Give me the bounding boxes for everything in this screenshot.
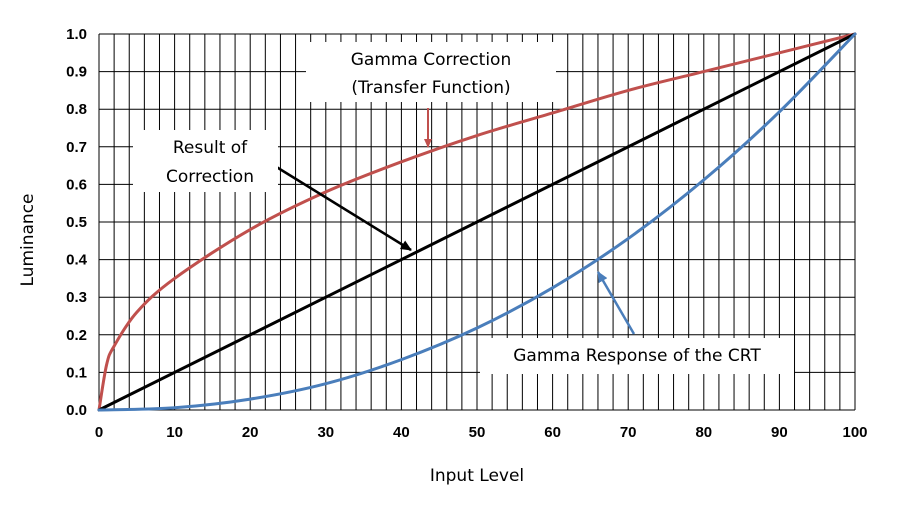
annotation-label: Result of: [173, 138, 248, 158]
annotation-label: Gamma Response of the CRT: [513, 346, 761, 366]
x-tick-label: 70: [620, 424, 637, 441]
annotations: Gamma Correction (Transfer Function) Resul…: [133, 42, 794, 374]
x-tick-label: 10: [166, 424, 183, 441]
annotation-box: [133, 130, 278, 192]
annotation-arrow: [269, 161, 412, 252]
y-tick-label: 0.5: [66, 214, 87, 231]
x-tick-label: 100: [842, 424, 867, 441]
annotation-box: [480, 338, 794, 374]
y-tick-label: 0.2: [66, 327, 87, 344]
x-tick-label: 0: [95, 424, 103, 441]
y-tick-label: 0.4: [66, 252, 88, 269]
y-axis-title: Luminance: [18, 193, 38, 286]
x-tick-label: 50: [469, 424, 486, 441]
y-tick-label: 0.8: [66, 101, 87, 118]
annotation-arrow: [596, 271, 636, 335]
x-tick-label: 20: [242, 424, 259, 441]
x-axis-title: Input Level: [430, 466, 524, 486]
y-tick-label: 0.7: [66, 139, 87, 156]
y-tick-label: 0.0: [66, 402, 87, 419]
annotation-label: Correction: [166, 167, 254, 187]
x-tick-label: 90: [771, 424, 788, 441]
y-tick-label: 0.1: [66, 364, 87, 381]
x-tick-label: 80: [695, 424, 712, 441]
x-tick-label: 60: [544, 424, 561, 441]
series-line-3: [97, 32, 857, 412]
y-tick-label: 0.3: [66, 289, 87, 306]
annotation-box: [306, 42, 556, 102]
series-group: [97, 32, 857, 412]
annotation-label: Gamma Correction: [351, 50, 511, 70]
y-tick-label: 0.9: [66, 64, 87, 81]
tick-labels: 0 10 20 30 40 50 60 70 80 90 100 0.0 0.1 0.2 0.3 0.4 0.5…: [66, 26, 867, 441]
x-tick-label: 30: [317, 424, 334, 441]
annotation-label: (Transfer Function): [351, 78, 510, 98]
series-line-2: [97, 32, 857, 412]
x-tick-label: 40: [393, 424, 410, 441]
y-tick-label: 0.6: [66, 176, 87, 193]
y-tick-label: 1.0: [66, 26, 87, 43]
series-line-1: [97, 32, 857, 412]
